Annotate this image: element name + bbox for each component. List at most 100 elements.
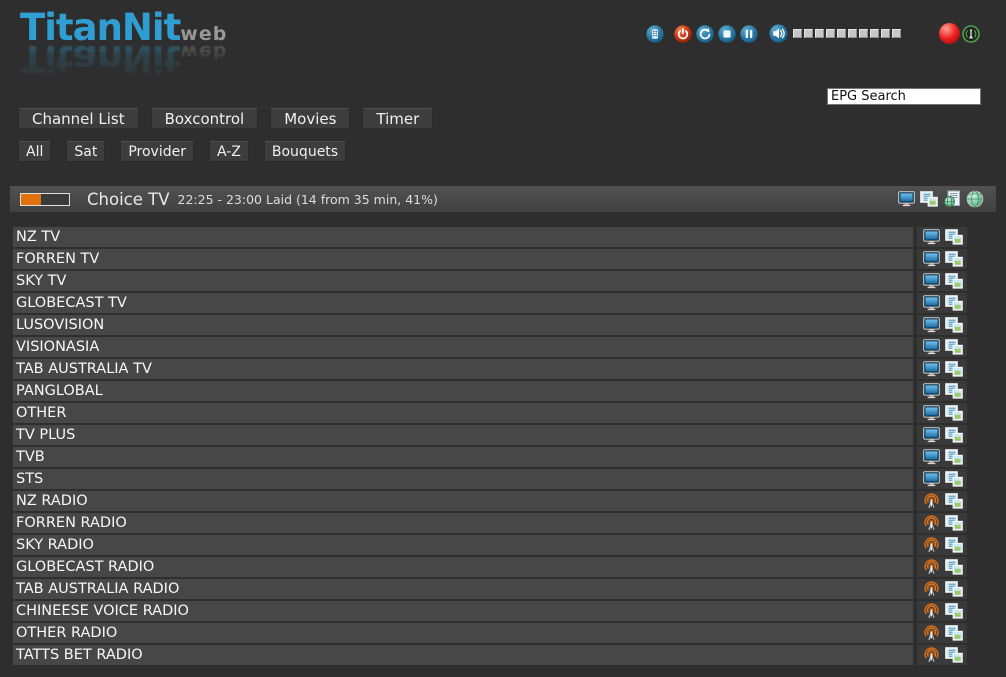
pip-button[interactable] <box>944 493 963 509</box>
zap-tv-button[interactable] <box>922 251 940 267</box>
filter-tab-sat[interactable]: Sat <box>66 141 106 162</box>
watch-tv-button[interactable] <box>898 191 915 207</box>
pip-button[interactable] <box>944 647 963 663</box>
channel-name[interactable]: SKY TV <box>13 271 913 291</box>
nav-tab-boxcontrol[interactable]: Boxcontrol <box>150 108 259 129</box>
pip-button[interactable] <box>944 339 963 355</box>
pip-button[interactable] <box>944 251 963 267</box>
now-playing-bar: Choice TV 22:25 - 23:00 Laid (14 from 35… <box>10 186 996 212</box>
volume-step-5[interactable] <box>837 28 846 38</box>
pip-button[interactable] <box>944 625 963 641</box>
zap-radio-button[interactable] <box>923 559 940 575</box>
zap-tv-button[interactable] <box>922 295 940 311</box>
pip-button[interactable] <box>944 427 963 443</box>
tv-icon <box>922 383 940 399</box>
zap-radio-button[interactable] <box>923 625 940 641</box>
nav-tab-movies[interactable]: Movies <box>270 108 351 129</box>
pip-button[interactable] <box>944 405 963 421</box>
nav-tab-channel-list[interactable]: Channel List <box>18 108 139 129</box>
zap-tv-button[interactable] <box>922 229 940 245</box>
pip-icon <box>920 191 938 207</box>
channel-name[interactable]: NZ TV <box>13 227 913 247</box>
remote-button[interactable] <box>646 25 664 43</box>
zap-radio-button[interactable] <box>923 493 940 509</box>
playback-controls <box>646 25 758 43</box>
volume-step-3[interactable] <box>815 28 824 38</box>
channel-name[interactable]: FORREN TV <box>13 249 913 269</box>
pip-button[interactable] <box>944 449 963 465</box>
tv-icon <box>922 427 940 443</box>
zap-tv-button[interactable] <box>922 317 940 333</box>
pause-button[interactable] <box>740 25 758 43</box>
pip-button[interactable] <box>944 603 963 619</box>
zap-tv-button[interactable] <box>922 405 940 421</box>
volume-step-10[interactable] <box>892 28 901 38</box>
channel-name[interactable]: TV PLUS <box>13 425 913 445</box>
epg-button[interactable] <box>943 190 961 208</box>
channel-name[interactable]: OTHER <box>13 403 913 423</box>
volume-step-4[interactable] <box>826 28 835 38</box>
power-button[interactable] <box>674 25 692 43</box>
web-stream-button[interactable] <box>966 190 984 208</box>
pip-button[interactable] <box>944 537 963 553</box>
pip-button[interactable] <box>944 317 963 333</box>
volume-step-2[interactable] <box>804 28 813 38</box>
channel-row-actions <box>917 623 967 643</box>
channel-name[interactable]: GLOBECAST RADIO <box>13 557 913 577</box>
zap-tv-button[interactable] <box>922 449 940 465</box>
pip-button[interactable] <box>944 383 963 399</box>
tv-icon <box>922 361 940 377</box>
pip-button[interactable] <box>944 295 963 311</box>
epg-search-input[interactable] <box>827 88 981 105</box>
pip-button[interactable] <box>944 581 963 597</box>
zap-tv-button[interactable] <box>922 471 940 487</box>
zap-tv-button[interactable] <box>922 427 940 443</box>
volume-step-1[interactable] <box>793 28 802 38</box>
pip-button[interactable] <box>944 471 963 487</box>
stop-button[interactable] <box>718 25 736 43</box>
zap-tv-button[interactable] <box>922 339 940 355</box>
zap-radio-button[interactable] <box>923 537 940 553</box>
channel-name[interactable]: CHINEESE VOICE RADIO <box>13 601 913 621</box>
volume-step-8[interactable] <box>870 28 879 38</box>
pip-button[interactable] <box>944 361 963 377</box>
channel-name[interactable]: LUSOVISION <box>13 315 913 335</box>
volume-step-7[interactable] <box>859 28 868 38</box>
zap-radio-button[interactable] <box>923 603 940 619</box>
pip-button[interactable] <box>944 559 963 575</box>
zap-tv-button[interactable] <box>922 383 940 399</box>
pip-button[interactable] <box>920 191 938 207</box>
channel-row-globecast-tv: GLOBECAST TV <box>13 293 967 313</box>
pip-button[interactable] <box>944 229 963 245</box>
tv-icon <box>922 405 940 421</box>
filter-tab-a-z[interactable]: A-Z <box>208 141 249 162</box>
volume-step-9[interactable] <box>881 28 890 38</box>
zap-tv-button[interactable] <box>922 361 940 377</box>
filter-tab-all[interactable]: All <box>18 141 52 162</box>
reboot-button[interactable] <box>696 25 714 43</box>
channel-name[interactable]: NZ RADIO <box>13 491 913 511</box>
filter-tab-bouquets[interactable]: Bouquets <box>263 141 347 162</box>
channel-name[interactable]: PANGLOBAL <box>13 381 913 401</box>
volume-step-6[interactable] <box>848 28 857 38</box>
zap-tv-button[interactable] <box>922 273 940 289</box>
pip-button[interactable] <box>944 515 963 531</box>
filter-tab-provider[interactable]: Provider <box>120 141 194 162</box>
channel-name[interactable]: OTHER RADIO <box>13 623 913 643</box>
channel-name[interactable]: TAB AUSTRALIA RADIO <box>13 579 913 599</box>
channel-name[interactable]: VISIONASIA <box>13 337 913 357</box>
zap-radio-button[interactable] <box>923 515 940 531</box>
channel-name[interactable]: STS <box>13 469 913 489</box>
channel-name[interactable]: FORREN RADIO <box>13 513 913 533</box>
zap-radio-button[interactable] <box>923 581 940 597</box>
mute-button[interactable] <box>769 24 788 43</box>
radio-icon <box>923 625 939 640</box>
channel-name[interactable]: SKY RADIO <box>13 535 913 555</box>
channel-name[interactable]: TAB AUSTRALIA TV <box>13 359 913 379</box>
channel-name[interactable]: TVB <box>13 447 913 467</box>
channel-name[interactable]: GLOBECAST TV <box>13 293 913 313</box>
zap-radio-button[interactable] <box>923 647 940 663</box>
pip-button[interactable] <box>944 273 963 289</box>
nav-tab-timer[interactable]: Timer <box>362 108 434 129</box>
channel-name[interactable]: TATTS BET RADIO <box>13 645 913 665</box>
